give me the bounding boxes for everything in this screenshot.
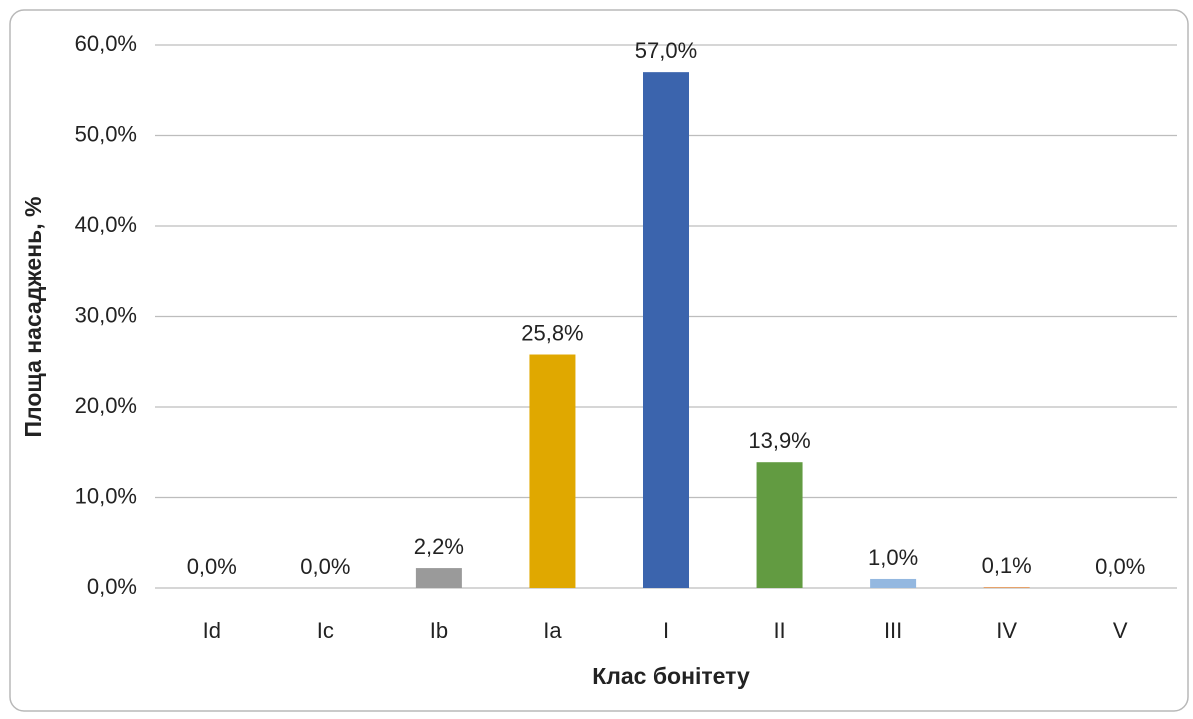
x-tick-label: Id [203,618,221,643]
value-label: 0,0% [300,554,350,579]
value-label: 0,1% [982,553,1032,578]
x-tick-label: III [884,618,902,643]
x-tick-label: II [773,618,785,643]
bar [983,587,1030,588]
bar [756,462,803,588]
x-tick-label: I [663,618,669,643]
value-label: 13,9% [748,428,810,453]
y-tick-label: 40,0% [75,212,137,237]
value-label: 57,0% [635,38,697,63]
value-label: 25,8% [521,320,583,345]
y-tick-label: 10,0% [75,483,137,508]
value-label: 0,0% [187,554,237,579]
x-tick-label: Ic [317,618,334,643]
chart-frame [9,9,1189,712]
bar [529,354,576,588]
y-tick-label: 50,0% [75,121,137,146]
value-label: 0,0% [1095,554,1145,579]
bar [870,578,917,588]
y-tick-label: 60,0% [75,31,137,56]
bar [415,568,462,588]
x-tick-label: V [1113,618,1128,643]
y-tick-label: 20,0% [75,393,137,418]
x-tick-label: Ib [430,618,448,643]
y-tick-label: 30,0% [75,302,137,327]
x-tick-label: IV [996,618,1017,643]
value-label: 1,0% [868,545,918,570]
value-label: 2,2% [414,534,464,559]
x-tick-label: Ia [543,618,562,643]
y-axis-title: Площа насаджень, % [20,197,46,438]
x-axis-title: Клас бонітету [592,663,750,689]
y-tick-label: 0,0% [87,574,137,599]
bar [643,72,689,588]
